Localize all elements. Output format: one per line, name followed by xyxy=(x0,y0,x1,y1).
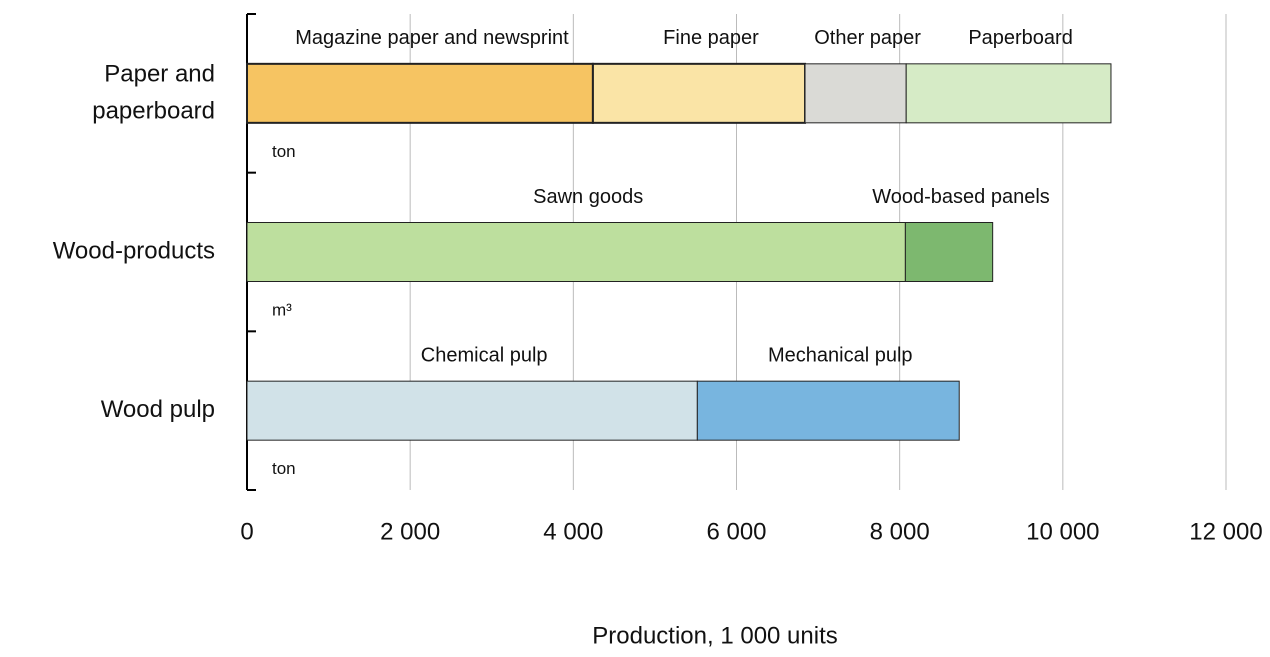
segment-label: Sawn goods xyxy=(533,186,643,208)
x-tick-label: 0 xyxy=(240,518,253,545)
bar-segment xyxy=(905,63,1112,124)
segment-label: Fine paper xyxy=(663,27,759,49)
bar-segment xyxy=(591,62,807,124)
x-tick-label: 6 000 xyxy=(706,518,766,545)
unit-label: m³ xyxy=(272,300,292,319)
segment-label: Mechanical pulp xyxy=(768,344,913,366)
x-tick-label: 8 000 xyxy=(870,518,930,545)
category-label: Wood pulp xyxy=(101,396,215,423)
bar-segment xyxy=(246,380,698,441)
category-label: Wood-products xyxy=(53,237,215,264)
segment-label: Wood-based panels xyxy=(872,186,1050,208)
segment-label: Paperboard xyxy=(968,27,1073,49)
category-label: Paper and paperboard xyxy=(92,61,215,125)
bar-segment xyxy=(246,222,906,282)
bar-segment xyxy=(246,62,594,124)
segment-label: Chemical pulp xyxy=(421,344,548,366)
x-tick-label: 12 000 xyxy=(1189,518,1262,545)
segment-label: Magazine paper and newsprint xyxy=(295,27,569,49)
x-axis-label: Production, 1 000 units xyxy=(592,622,838,649)
bar-segment xyxy=(804,63,907,124)
x-tick-label: 10 000 xyxy=(1026,518,1099,545)
unit-label: ton xyxy=(272,142,296,161)
bar-segment xyxy=(904,222,994,282)
segment-label: Other paper xyxy=(814,27,921,49)
x-tick-label: 4 000 xyxy=(543,518,603,545)
bar-segment xyxy=(696,380,960,441)
unit-label: ton xyxy=(272,459,296,478)
x-tick-label: 2 000 xyxy=(380,518,440,545)
